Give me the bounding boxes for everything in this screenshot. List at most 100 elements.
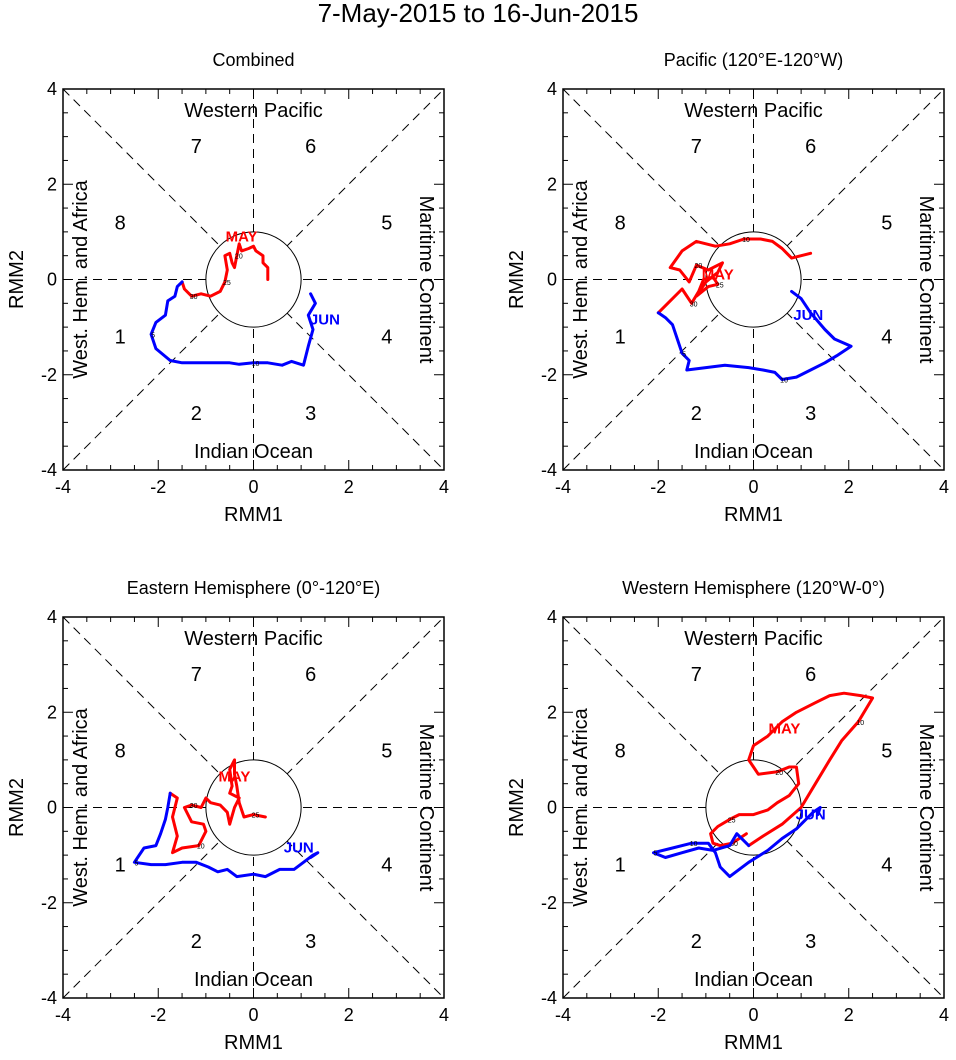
region-label-left: West. Hem. and Africa [70,179,92,378]
phase-label: 8 [615,740,626,762]
series-may: 25 30 10 MAY [168,758,267,855]
phase-label: 3 [805,403,816,425]
phase-label: 2 [191,931,202,953]
x-tick-label: -4 [55,1005,71,1025]
day-label: 10 [856,720,864,727]
y-tick-label: 2 [47,702,57,722]
phase-label: 8 [115,740,126,762]
phase-label: 7 [691,664,702,686]
region-label-left: West. Hem. and Africa [570,179,592,378]
x-tick-label: -2 [650,477,666,497]
y-tick-label: 2 [47,174,57,194]
figure-title: 7-May-2015 to 16-Jun-2015 [318,0,639,28]
panel-title: Pacific (120°E-120°W) [664,50,843,70]
phase-label: 1 [115,327,126,349]
series-may: 20 25 30 MAY [180,228,270,301]
month-label-may: MAY [702,267,734,284]
day-label: 5 [134,860,138,867]
x-axis-label: RMM1 [224,504,283,526]
x-axis-label: RMM1 [724,1032,783,1054]
y-axis-label: RMM2 [506,250,528,309]
phase-label: 8 [115,212,126,234]
y-tick-label: 4 [547,79,557,99]
phase-label: 7 [691,136,702,158]
x-tick-label: 2 [344,1005,354,1025]
day-label: 10 [780,378,788,385]
x-tick-label: -2 [150,1005,166,1025]
phase-label: 5 [381,740,392,762]
phase-label: 3 [305,403,316,425]
panel-3: Eastern Hemisphere (0°-120°E) 1 2 3 4 5 6 7 8 Wes… [6,578,449,1054]
y-tick-label: -2 [541,893,557,913]
panel-1: Combined 1 2 3 4 5 6 7 8 Western Pacific Indian Oc… [6,50,449,526]
day-label: 10 [252,361,260,368]
day-label: 5 [682,351,686,358]
x-tick-label: 4 [439,1005,449,1025]
phase-label: 6 [305,136,316,158]
y-tick-label: 4 [547,607,557,627]
day-label: 20 [775,770,783,777]
day-label: 25 [223,280,231,287]
unit-circle [205,759,302,856]
day-label: 10 [197,844,205,851]
x-tick-label: 0 [748,1005,758,1025]
y-tick-label: -4 [541,460,557,480]
y-tick-label: 2 [547,174,557,194]
phase-label: 5 [881,212,892,234]
x-tick-label: -4 [555,477,571,497]
y-tick-label: 0 [547,270,557,290]
region-label-top: Western Pacific [184,628,323,650]
panel-4: Western Hemisphere (120°W-0°) 1 2 3 4 5 6 7 8 Wes… [506,578,949,1054]
y-tick-label: -2 [41,893,57,913]
x-tick-label: 2 [344,477,354,497]
x-tick-label: 0 [748,477,758,497]
series-jun: 5 10 JUN [652,806,826,879]
x-tick-label: -2 [650,1005,666,1025]
x-tick-label: 0 [248,1005,258,1025]
series-line-jun [132,791,320,879]
phase-label: 1 [115,855,126,877]
region-label-bottom: Indian Ocean [694,441,813,463]
region-label-top: Western Pacific [184,100,323,122]
region-label-top: Western Pacific [684,628,823,650]
month-label-jun: JUN [796,806,826,823]
y-tick-label: -4 [541,988,557,1008]
x-tick-label: 4 [439,477,449,497]
day-label: 25 [716,282,724,289]
x-axis-label: RMM1 [724,504,783,526]
panel-title: Western Hemisphere (120°W-0°) [622,578,885,598]
region-label-right: Maritime Continent [415,196,437,364]
phase-label: 6 [305,664,316,686]
series-line-jun [656,289,853,381]
y-tick-label: 0 [47,798,57,818]
phase-label: 4 [881,327,892,349]
x-tick-label: 2 [844,477,854,497]
y-tick-label: -2 [41,365,57,385]
region-label-left: West. Hem. and Africa [70,707,92,906]
series-line-jun [149,280,317,367]
phase-label: 7 [191,136,202,158]
day-label: 25 [252,813,260,820]
series-jun: 5 10 JUN [656,289,853,385]
day-label: 30 [690,301,698,308]
panel-title: Combined [212,50,294,70]
x-axis-label: RMM1 [224,1032,283,1054]
day-label: 25 [728,817,736,824]
phase-label: 4 [881,855,892,877]
series-may: 10 20 25 30 MAY [709,691,875,848]
phase-label: 1 [615,855,626,877]
series-may: 10 20 25 30 MAY [656,237,813,315]
month-label-jun: JUN [793,307,823,324]
day-label: 20 [694,263,702,270]
phase-label: 8 [615,212,626,234]
region-label-bottom: Indian Ocean [194,969,313,991]
y-tick-label: 2 [547,702,557,722]
y-tick-label: 0 [547,798,557,818]
x-tick-label: -4 [55,477,71,497]
phase-label: 1 [615,327,626,349]
region-label-right: Maritime Continent [415,724,437,892]
phase-label: 5 [881,740,892,762]
phase-label: 4 [381,855,392,877]
phase-label: 2 [191,403,202,425]
phase-label: 4 [381,327,392,349]
